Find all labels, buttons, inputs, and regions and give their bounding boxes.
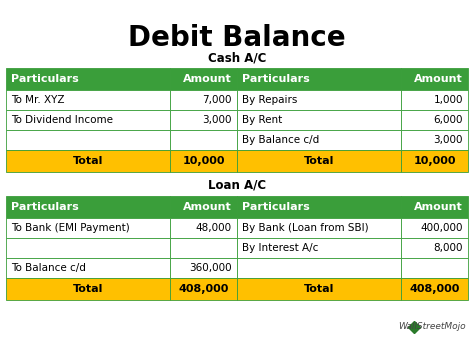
Bar: [6, 196, 170, 218]
Bar: [401, 278, 468, 300]
Bar: [237, 238, 401, 258]
Text: Total: Total: [304, 156, 334, 166]
Bar: [6, 258, 170, 278]
Bar: [170, 150, 237, 172]
Text: By Rent: By Rent: [242, 115, 282, 125]
Text: To Mr. XYZ: To Mr. XYZ: [11, 95, 64, 105]
Bar: [237, 68, 401, 90]
Text: 10,000: 10,000: [413, 156, 456, 166]
Text: 408,000: 408,000: [178, 284, 228, 294]
Bar: [6, 68, 170, 90]
Text: Total: Total: [73, 284, 103, 294]
Text: To Balance c/d: To Balance c/d: [11, 263, 86, 273]
Bar: [401, 68, 468, 90]
Bar: [237, 110, 401, 130]
Text: 400,000: 400,000: [420, 223, 463, 233]
Text: To Dividend Income: To Dividend Income: [11, 115, 113, 125]
Bar: [401, 258, 468, 278]
Text: By Repairs: By Repairs: [242, 95, 297, 105]
Text: Particulars: Particulars: [11, 74, 79, 84]
Bar: [6, 238, 170, 258]
Bar: [401, 218, 468, 238]
Text: 7,000: 7,000: [202, 95, 232, 105]
Bar: [6, 150, 170, 172]
Bar: [170, 238, 237, 258]
Text: Amount: Amount: [414, 202, 463, 212]
Bar: [170, 218, 237, 238]
Text: Loan A/C: Loan A/C: [208, 179, 266, 191]
Text: Amount: Amount: [414, 74, 463, 84]
Bar: [401, 130, 468, 150]
Text: Cash A/C: Cash A/C: [208, 52, 266, 64]
Bar: [170, 278, 237, 300]
Text: Particulars: Particulars: [242, 202, 310, 212]
Text: Debit Balance: Debit Balance: [128, 24, 346, 52]
Text: Amount: Amount: [183, 74, 232, 84]
Bar: [170, 130, 237, 150]
Text: By Bank (Loan from SBI): By Bank (Loan from SBI): [242, 223, 369, 233]
Bar: [237, 218, 401, 238]
Bar: [6, 218, 170, 238]
Text: 48,000: 48,000: [196, 223, 232, 233]
Bar: [6, 130, 170, 150]
Bar: [237, 130, 401, 150]
Text: To Bank (EMI Payment): To Bank (EMI Payment): [11, 223, 130, 233]
Text: 3,000: 3,000: [434, 135, 463, 145]
Bar: [237, 278, 401, 300]
Text: Amount: Amount: [183, 202, 232, 212]
Text: By Interest A/c: By Interest A/c: [242, 243, 319, 253]
Text: WallStreetMojo: WallStreetMojo: [398, 322, 466, 331]
Bar: [170, 90, 237, 110]
Text: 408,000: 408,000: [410, 284, 460, 294]
Bar: [170, 196, 237, 218]
Bar: [401, 90, 468, 110]
Text: Total: Total: [73, 156, 103, 166]
Bar: [6, 90, 170, 110]
Bar: [401, 196, 468, 218]
Bar: [401, 238, 468, 258]
Bar: [170, 258, 237, 278]
Text: 360,000: 360,000: [190, 263, 232, 273]
Bar: [170, 110, 237, 130]
Text: 1,000: 1,000: [434, 95, 463, 105]
Bar: [6, 110, 170, 130]
Bar: [6, 278, 170, 300]
Text: By Balance c/d: By Balance c/d: [242, 135, 319, 145]
Text: 3,000: 3,000: [202, 115, 232, 125]
Text: Particulars: Particulars: [242, 74, 310, 84]
Bar: [237, 196, 401, 218]
Bar: [237, 258, 401, 278]
Text: 10,000: 10,000: [182, 156, 225, 166]
Text: Total: Total: [304, 284, 334, 294]
Bar: [237, 90, 401, 110]
Text: Particulars: Particulars: [11, 202, 79, 212]
Bar: [401, 110, 468, 130]
Bar: [170, 68, 237, 90]
Bar: [401, 150, 468, 172]
Text: 6,000: 6,000: [434, 115, 463, 125]
Text: 8,000: 8,000: [434, 243, 463, 253]
Bar: [237, 150, 401, 172]
